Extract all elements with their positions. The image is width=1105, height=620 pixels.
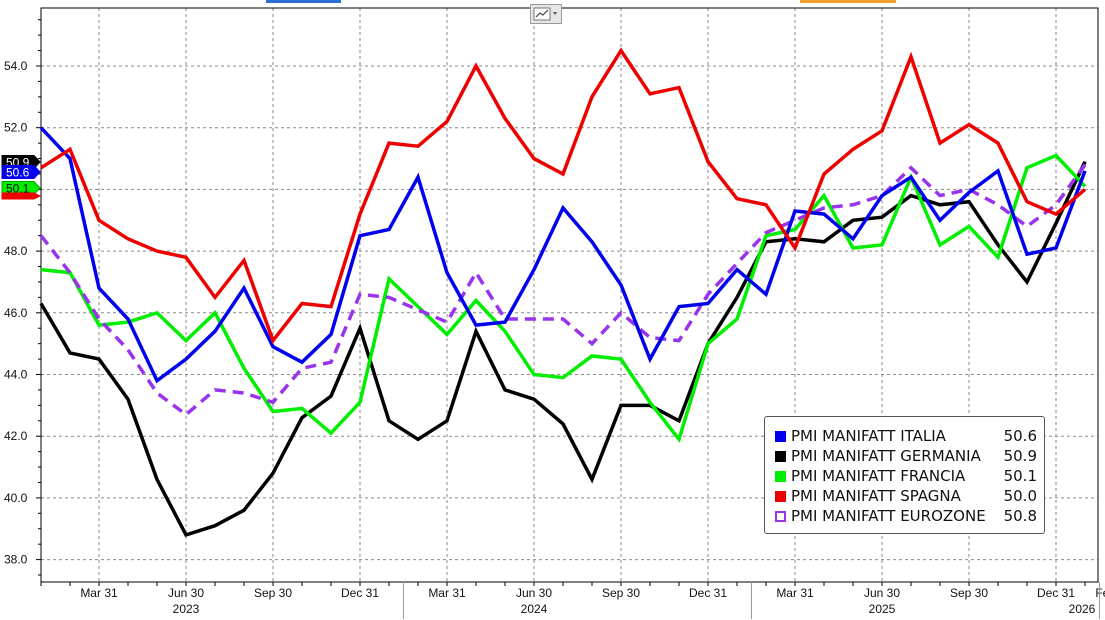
x-tick-label: Dec 31 [341,586,379,600]
y-tick-label: 48.0 [4,244,28,258]
axis-value-tag-shape [1,181,41,195]
x-tick-label: Sep 30 [950,586,988,600]
legend-entry-spagna: PMI MANIFATT SPAGNA 50.0 [775,487,1041,507]
chevron-down-icon [553,12,557,15]
plot-frame [40,7,1099,583]
axis-value-tag-shape [1,165,41,179]
year-label: 2023 [173,602,200,616]
chart-type-button[interactable] [530,4,562,24]
axis-value-tag-label: 50.6 [6,166,30,180]
x-tick-label: Jun 30 [516,586,552,600]
x-tick-label: Jun 30 [864,586,900,600]
legend-label: PMI MANIFATT GERMANIA [791,447,981,465]
x-tick-label: Mar 31 [428,586,466,600]
legend-value: 50.6 [1003,427,1037,445]
line-chart-icon [533,7,557,21]
y-tick-label: 40.0 [4,491,28,505]
axis-value-tag-label: 50.1 [6,182,30,196]
series-line-germania [39,160,1087,538]
series-line-spagna [40,47,1087,345]
y-tick-label: 52.0 [4,121,28,135]
legend-value: 50.0 [1003,487,1037,505]
legend-label: PMI MANIFATT EUROZONE [791,507,986,525]
legend-entry-germania: PMI MANIFATT GERMANIA 50.9 [775,447,1041,467]
y-tick-label: 54.0 [4,59,28,73]
y-tick-label: 38.0 [4,553,28,567]
legend-entry-francia: PMI MANIFATT FRANCIA 50.1 [775,467,1041,487]
legend-label: PMI MANIFATT SPAGNA [791,487,961,505]
legend-swatch [775,491,786,502]
legend-label: PMI MANIFATT ITALIA [791,427,946,445]
x-tick-label: Sep 30 [602,586,640,600]
series-line-francia [40,153,1087,444]
legend-entry-eurozone: PMI MANIFATT EUROZONE 50.8 [775,507,1041,527]
axis-value-tag: 50.6 [1,165,41,180]
y-tick-label: 44.0 [4,368,28,382]
year-label: 2026 [1069,602,1096,616]
legend-value: 50.1 [1003,467,1037,485]
series-lines [39,47,1087,538]
x-tick-label: Sep 30 [254,586,292,600]
y-tick-label: 42.0 [4,429,28,443]
legend-swatch [775,431,786,442]
legend-swatch [775,511,786,522]
x-tick-label: Feb 28 [1095,586,1105,600]
series-line-eurozone [39,163,1087,417]
axis-value-tag [1,192,42,200]
chart-legend: PMI MANIFATT ITALIA 50.6 PMI MANIFATT GE… [764,416,1045,534]
x-tick-label: Dec 31 [689,586,727,600]
x-tick-label: Mar 31 [80,586,118,600]
axis-value-tag-shape [1,192,42,200]
x-tick-label: Mar 31 [776,586,814,600]
top-edge-marker-orange [800,0,896,3]
axis-value-tag: 50.1 [1,181,41,196]
x-tick-label: Dec 31 [1037,586,1075,600]
year-label: 2024 [521,602,548,616]
legend-swatch [775,471,786,482]
top-edge-marker-blue [266,0,341,3]
legend-label: PMI MANIFATT FRANCIA [791,467,966,485]
x-tick-label: Jun 30 [168,586,204,600]
series-line-italia [39,126,1087,384]
axis-value-tags: 50.950.650.1 [1,155,42,200]
legend-swatch [775,451,786,462]
axes: 38.0 40.0 42.0 44.0 46.0 48.0 50.0 52.0 54.0 Mar … [4,7,1105,619]
year-label: 2025 [869,602,896,616]
y-tick-label: 46.0 [4,306,28,320]
legend-value: 50.8 [1003,507,1037,525]
legend-entry-italia: PMI MANIFATT ITALIA 50.6 [775,427,1041,447]
legend-value: 50.9 [1003,447,1037,465]
